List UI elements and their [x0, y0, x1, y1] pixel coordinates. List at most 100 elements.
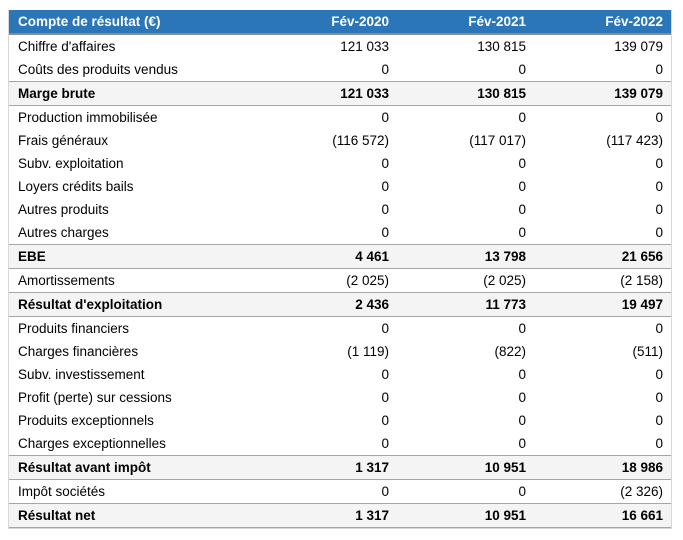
value-cell: 11 773	[397, 292, 534, 317]
value-cell: 1 317	[260, 503, 397, 528]
value-cell: 0	[260, 152, 397, 175]
row-label-cell: Charges exceptionnelles	[9, 432, 260, 456]
value-cell: 121 033	[260, 34, 397, 58]
table-row: Charges financières (1 119) (822) (511)	[9, 340, 671, 363]
value-cell: 0	[534, 363, 671, 386]
summary-table-row: Marge brute 121 033 130 815 139 079	[9, 81, 671, 106]
value-cell: 19 497	[534, 292, 671, 317]
value-cell: 0	[397, 221, 534, 245]
value-cell: (511)	[534, 340, 671, 363]
row-label-cell: Subv. investissement	[9, 363, 260, 386]
value-cell: 130 815	[397, 81, 534, 106]
value-cell: 0	[397, 363, 534, 386]
value-cell: 0	[260, 58, 397, 82]
row-label-cell: Impôt sociétés	[9, 479, 260, 504]
value-cell: 0	[260, 386, 397, 409]
table-row: Impôt sociétés 0 0 (2 326)	[9, 479, 671, 504]
value-cell: 0	[260, 316, 397, 340]
header-row: Compte de résultat (€) Fév-2020 Fév-2021 Fé…	[9, 10, 671, 35]
value-cell: (2 158)	[534, 268, 671, 293]
value-cell: 0	[534, 105, 671, 129]
period-column-header: Fév-2021	[397, 10, 534, 35]
value-cell: (822)	[397, 340, 534, 363]
summary-table-row: Résultat d'exploitation 2 436 11 773 19 497	[9, 292, 671, 317]
value-cell: (116 572)	[260, 129, 397, 152]
row-label-cell: Charges financières	[9, 340, 260, 363]
value-cell: 0	[534, 175, 671, 198]
row-label-cell: Loyers crédits bails	[9, 175, 260, 198]
row-label-cell: Marge brute	[9, 81, 260, 106]
row-label-cell: Chiffre d'affaires	[9, 34, 260, 58]
value-cell: 0	[397, 409, 534, 432]
value-cell: 21 656	[534, 244, 671, 269]
value-cell: 0	[397, 386, 534, 409]
row-label-cell: Coûts des produits vendus	[9, 58, 260, 82]
value-cell: 0	[397, 175, 534, 198]
summary-table-row: Résultat net 1 317 10 951 16 661	[9, 503, 671, 528]
row-label-cell: Produits exceptionnels	[9, 409, 260, 432]
row-label-cell: Profit (perte) sur cessions	[9, 386, 260, 409]
table-row: Profit (perte) sur cessions 0 0 0	[9, 386, 671, 409]
table-row: Subv. investissement 0 0 0	[9, 363, 671, 386]
value-cell: 18 986	[534, 455, 671, 480]
table-row: Autres produits 0 0 0	[9, 198, 671, 221]
row-label-cell: Résultat d'exploitation	[9, 292, 260, 317]
value-cell: 0	[260, 363, 397, 386]
row-label-cell: Production immobilisée	[9, 105, 260, 129]
summary-table-row: EBE 4 461 13 798 21 656	[9, 244, 671, 269]
value-cell: 0	[397, 152, 534, 175]
value-cell: (117 017)	[397, 129, 534, 152]
value-cell: 0	[534, 409, 671, 432]
value-cell: 0	[534, 221, 671, 245]
table-row: Coûts des produits vendus 0 0 0	[9, 58, 671, 82]
row-label-cell: Subv. exploitation	[9, 152, 260, 175]
income-statement-table-container: Compte de résultat (€) Fév-2020 Fév-2021 Fé…	[8, 10, 672, 529]
value-cell: 13 798	[397, 244, 534, 269]
value-cell: (2 326)	[534, 479, 671, 504]
row-label-cell: Produits financiers	[9, 316, 260, 340]
value-cell: 2 436	[260, 292, 397, 317]
table-row: Loyers crédits bails 0 0 0	[9, 175, 671, 198]
table-row: Chiffre d'affaires 121 033 130 815 139 079	[9, 34, 671, 58]
summary-table-row: Résultat avant impôt 1 317 10 951 18 986	[9, 455, 671, 480]
row-label-cell: Résultat avant impôt	[9, 455, 260, 480]
table-row: Subv. exploitation 0 0 0	[9, 152, 671, 175]
value-cell: 0	[260, 409, 397, 432]
row-label-cell: Autres charges	[9, 221, 260, 245]
value-cell: 0	[260, 221, 397, 245]
row-label-cell: Résultat net	[9, 503, 260, 528]
table-row: Produits exceptionnels 0 0 0	[9, 409, 671, 432]
value-cell: 139 079	[534, 34, 671, 58]
table-row: Charges exceptionnelles 0 0 0	[9, 432, 671, 456]
table-row: Frais généraux (116 572) (117 017) (117 423…	[9, 129, 671, 152]
value-cell: 0	[534, 152, 671, 175]
table-row: Amortissements (2 025) (2 025) (2 158)	[9, 268, 671, 293]
row-label-cell: Frais généraux	[9, 129, 260, 152]
value-cell: 0	[260, 105, 397, 129]
value-cell: 0	[397, 432, 534, 456]
value-cell: 0	[534, 386, 671, 409]
value-cell: (2 025)	[397, 268, 534, 293]
value-cell: 0	[397, 479, 534, 504]
value-cell: 4 461	[260, 244, 397, 269]
table-row: Production immobilisée 0 0 0	[9, 105, 671, 129]
value-cell: (2 025)	[260, 268, 397, 293]
value-cell: 0	[397, 198, 534, 221]
value-cell: 0	[397, 58, 534, 82]
row-label-cell: Amortissements	[9, 268, 260, 293]
value-cell: 121 033	[260, 81, 397, 106]
table-body: Chiffre d'affaires 121 033 130 815 139 079 C…	[9, 34, 671, 528]
income-statement-table: Compte de résultat (€) Fév-2020 Fév-2021 Fé…	[9, 10, 671, 528]
value-cell: 0	[534, 316, 671, 340]
period-column-header: Fév-2020	[260, 10, 397, 35]
value-cell: 0	[534, 198, 671, 221]
value-cell: 139 079	[534, 81, 671, 106]
value-cell: 0	[260, 175, 397, 198]
table-header: Compte de résultat (€) Fév-2020 Fév-2021 Fé…	[9, 10, 671, 35]
value-cell: 130 815	[397, 34, 534, 58]
value-cell: 10 951	[397, 455, 534, 480]
value-cell: 0	[534, 58, 671, 82]
table-row: Autres charges 0 0 0	[9, 221, 671, 245]
table-row: Produits financiers 0 0 0	[9, 316, 671, 340]
value-cell: (1 119)	[260, 340, 397, 363]
